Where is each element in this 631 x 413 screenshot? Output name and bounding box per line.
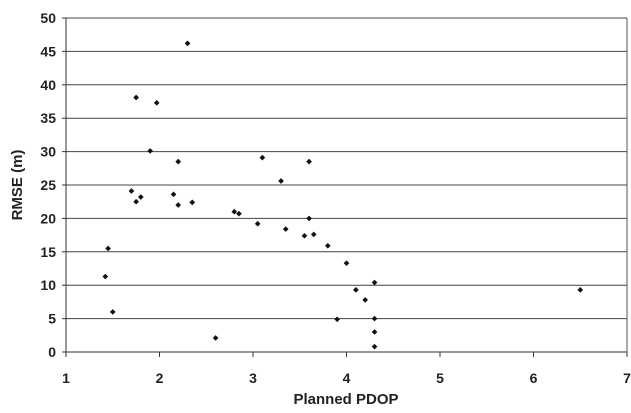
- data-point: [102, 273, 109, 280]
- data-point: [105, 245, 111, 252]
- data-point: [212, 335, 219, 341]
- data-point: [133, 198, 139, 205]
- data-point: [137, 194, 144, 200]
- y-tick-label: 30: [40, 144, 56, 160]
- data-point: [301, 232, 308, 239]
- y-tick-label: 40: [40, 77, 56, 93]
- y-tick-label: 0: [48, 344, 56, 360]
- data-point: [306, 215, 312, 222]
- data-point: [133, 94, 139, 101]
- data-point: [371, 343, 378, 350]
- x-axis-title: Planned PDOP: [293, 391, 398, 408]
- y-tick-label: 45: [40, 43, 56, 59]
- data-point: [231, 208, 238, 215]
- data-point: [334, 316, 340, 323]
- x-tick-label: 6: [530, 370, 538, 386]
- x-tick-label: 1: [62, 370, 70, 386]
- data-point: [353, 287, 359, 293]
- data-point: [371, 315, 378, 322]
- data-point: [128, 188, 135, 194]
- data-points: [102, 40, 584, 350]
- data-point: [278, 178, 284, 184]
- y-tick-label: 20: [40, 210, 56, 226]
- y-axis-title: RMSE (m): [9, 150, 26, 221]
- data-point: [362, 297, 369, 303]
- x-tick-label: 2: [156, 370, 164, 386]
- y-tick-label: 15: [40, 244, 56, 260]
- data-point: [306, 158, 312, 165]
- data-point: [189, 199, 196, 206]
- data-point: [577, 287, 584, 293]
- x-tick-label: 3: [249, 370, 257, 386]
- data-point: [184, 40, 191, 47]
- data-point: [175, 202, 182, 208]
- data-point: [254, 220, 261, 227]
- data-point: [170, 191, 177, 198]
- data-point: [282, 226, 289, 232]
- data-point: [371, 279, 378, 286]
- gridlines: [66, 17, 627, 320]
- data-point: [109, 309, 116, 315]
- y-tick-label: 5: [48, 311, 56, 327]
- data-point: [147, 148, 153, 154]
- data-point: [343, 260, 350, 266]
- y-tick-label: 50: [40, 10, 56, 26]
- data-point: [236, 210, 242, 217]
- y-tick-label: 25: [40, 177, 56, 193]
- x-tick-label: 7: [623, 370, 631, 386]
- x-tick-label: 4: [343, 370, 351, 386]
- data-point: [324, 242, 331, 249]
- data-point: [259, 154, 266, 161]
- data-point: [153, 100, 160, 106]
- data-point: [371, 329, 378, 335]
- y-tick-label: 35: [40, 110, 56, 126]
- data-point: [175, 158, 182, 165]
- y-tick-label: 10: [40, 277, 56, 293]
- x-tick-label: 5: [436, 370, 444, 386]
- data-point: [310, 231, 317, 238]
